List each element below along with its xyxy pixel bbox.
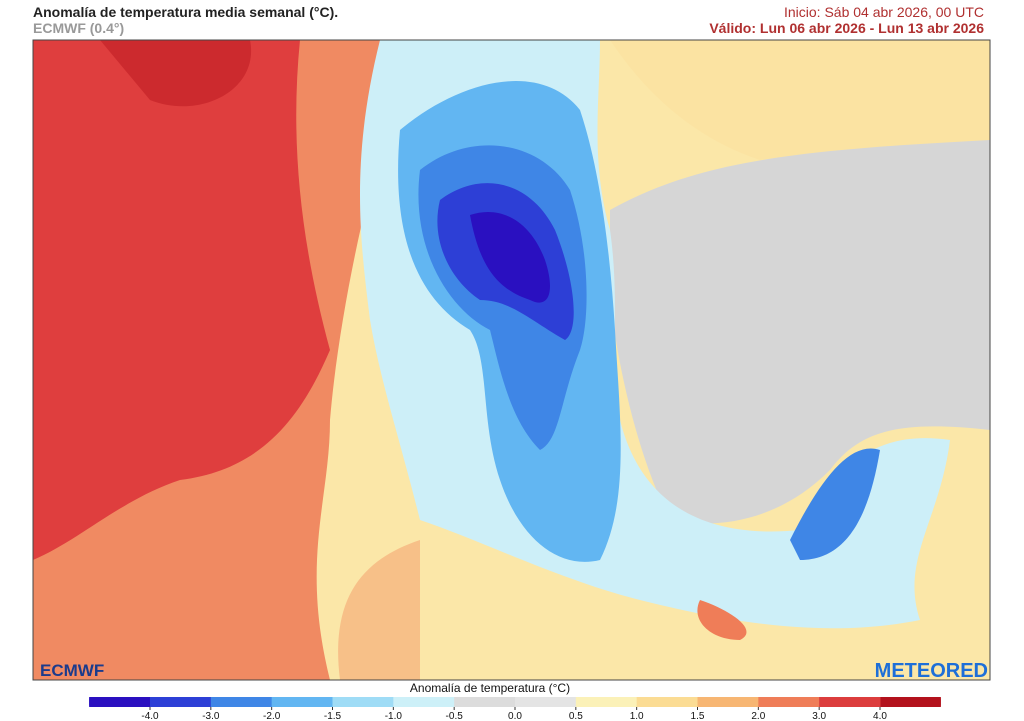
- colorbar-segment: [636, 697, 698, 707]
- colorbar-end: [940, 697, 941, 707]
- colorbar-segment: [393, 697, 455, 707]
- colorbar-segment: [758, 697, 820, 707]
- colorbar-title: Anomalía de temperatura (°C): [410, 681, 570, 695]
- colorbar-tick-label: 1.5: [691, 711, 705, 721]
- colorbar-segment: [210, 697, 273, 707]
- colorbar-tick-label: -4.0: [141, 711, 159, 721]
- colorbar-segment: [819, 697, 881, 707]
- colorbar-tick-label: 2.0: [751, 711, 765, 721]
- valid-date: Válido: Lun 06 abr 2026 - Lun 13 abr 202…: [709, 20, 984, 36]
- colorbar-tick-label: 3.0: [812, 711, 826, 721]
- map-field: [33, 40, 990, 680]
- colorbar-segment: [515, 697, 577, 707]
- init-date: Inicio: Sáb 04 abr 2026, 00 UTC: [783, 4, 984, 20]
- colorbar-tick-label: 4.0: [873, 711, 887, 721]
- meteored-logo: METEORED: [875, 660, 988, 682]
- model-label: ECMWF (0.4°): [33, 20, 125, 36]
- colorbar-end: [880, 697, 941, 707]
- colorbar-segment: [575, 697, 638, 707]
- colorbar-segment: [271, 697, 333, 707]
- colorbar-tick-label: 0.0: [508, 711, 522, 721]
- colorbar-tick-label: -0.5: [446, 711, 464, 721]
- colorbar-segment: [332, 697, 394, 707]
- colorbar-end: [89, 697, 150, 707]
- colorbar-tick-label: -1.5: [324, 711, 342, 721]
- colorbar-segment: [697, 697, 759, 707]
- map-title: Anomalía de temperatura media semanal (°…: [33, 4, 339, 20]
- colorbar-tick-label: 0.5: [569, 711, 583, 721]
- colorbar: -4.0 -3.0 -2.0 -1.5 -1.0 -0.5 0.0 0.5 1.0 1.5 2.0 3…: [89, 697, 941, 721]
- colorbar-tick-label: -2.0: [263, 711, 281, 721]
- ecmwf-logo: ECMWF: [40, 661, 104, 680]
- map-frame: [32, 39, 991, 681]
- colorbar-tick-label: -3.0: [202, 711, 220, 721]
- colorbar-segment: [150, 697, 212, 707]
- colorbar-segment: [454, 697, 516, 707]
- colorbar-tick-label: 1.0: [630, 711, 644, 721]
- colorbar-tick-label: -1.0: [385, 711, 403, 721]
